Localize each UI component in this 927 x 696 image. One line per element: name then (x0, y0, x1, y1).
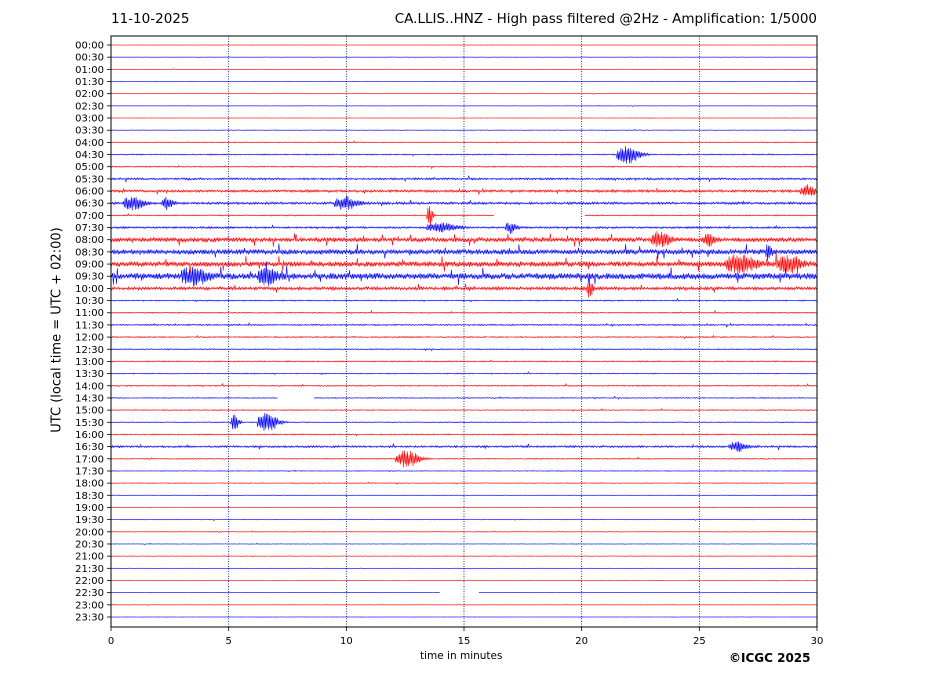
y-tick-label: 15:30 (75, 418, 104, 429)
y-tick-label: 13:30 (75, 369, 104, 380)
y-tick-label: 12:30 (75, 345, 104, 356)
y-tick-label: 00:00 (75, 41, 104, 52)
y-tick-label: 16:30 (75, 442, 104, 453)
trace-1330 (110, 371, 818, 376)
y-tick-label: 10:30 (75, 296, 104, 307)
trace-0230 (110, 105, 818, 107)
y-tick-label: 20:30 (75, 539, 104, 550)
y-tick-label: 07:30 (75, 223, 104, 234)
y-tick-label: 09:30 (75, 272, 104, 283)
trace-layer (110, 44, 818, 618)
trace-1730 (110, 469, 818, 473)
y-tick-label: 22:30 (75, 588, 104, 599)
y-tick-label: 14:00 (75, 381, 104, 392)
x-tick-label: 20 (575, 636, 588, 647)
x-tick-label: 5 (225, 636, 231, 647)
trace-2230 (110, 591, 818, 594)
y-tick-label: 06:30 (75, 199, 104, 210)
trace-0300 (110, 117, 818, 119)
y-tick-label: 04:00 (75, 138, 104, 149)
trace-0600 (110, 184, 818, 196)
x-axis-label: time in minutes (420, 650, 503, 662)
y-tick-label: 17:30 (75, 466, 104, 477)
y-tick-label: 19:00 (75, 503, 104, 514)
trace-1030 (110, 297, 818, 303)
y-tick-label: 09:00 (75, 260, 104, 271)
x-tick-label: 10 (340, 636, 353, 647)
y-tick-label: 19:30 (75, 515, 104, 526)
y-tick-label: 07:00 (75, 211, 104, 222)
y-tick-label: 22:00 (75, 576, 104, 587)
y-tick-label: 23:00 (75, 600, 104, 611)
plot-date: 11-10-2025 (111, 11, 190, 27)
copyright-label: ©ICGC 2025 (729, 651, 811, 665)
trace-1900 (110, 506, 818, 509)
y-tick-label: 01:30 (75, 77, 104, 88)
x-axis: 0 5 10 15 20 25 30 (108, 627, 824, 647)
trace-0530 (110, 175, 818, 183)
y-tick-label: 03:00 (75, 114, 104, 125)
trace-0330 (110, 128, 818, 132)
y-tick-label: 02:30 (75, 101, 104, 112)
plot-title: CA.LLIS..HNZ - High pass filtered @2Hz -… (394, 11, 817, 27)
y-tick-label: 10:00 (75, 284, 104, 295)
x-tick-label: 0 (108, 636, 114, 647)
trace-0630 (110, 195, 818, 211)
x-tick-label: 25 (693, 636, 706, 647)
y-tick-label: 13:00 (75, 357, 104, 368)
trace-1400 (110, 382, 818, 388)
y-tick-label: 23:30 (75, 612, 104, 623)
y-tick-label: 11:30 (75, 320, 104, 331)
y-tick-label: 20:00 (75, 527, 104, 538)
trace-2200 (110, 579, 818, 582)
y-tick-label: 18:00 (75, 479, 104, 490)
y-tick-label: 06:00 (75, 187, 104, 198)
y-axis-label: UTC (local time = UTC + 02:00) (49, 227, 65, 433)
y-tick-label: 15:00 (75, 406, 104, 417)
trace-2300 (110, 603, 818, 606)
y-tick-label: 08:30 (75, 247, 104, 258)
vertical-grid (228, 36, 700, 627)
trace-1100 (110, 309, 818, 315)
y-tick-label: 14:30 (75, 393, 104, 404)
y-tick-label: 11:00 (75, 308, 104, 319)
y-tick-label: 08:00 (75, 235, 104, 246)
trace-1830 (110, 494, 818, 496)
y-tick-label: 02:00 (75, 89, 104, 100)
y-tick-label: 00:30 (75, 53, 104, 64)
y-tick-label: 03:30 (75, 126, 104, 137)
y-tick-label: 17:00 (75, 454, 104, 465)
y-tick-label: 16:00 (75, 430, 104, 441)
y-tick-label: 05:30 (75, 174, 104, 185)
y-tick-label: 21:00 (75, 552, 104, 563)
trace-0700 (110, 206, 818, 226)
y-tick-label: 05:00 (75, 162, 104, 173)
y-tick-label: 12:00 (75, 333, 104, 344)
trace-1430 (110, 395, 818, 400)
x-tick-label: 15 (458, 636, 471, 647)
x-tick-label: 30 (811, 636, 824, 647)
y-tick-label: 01:00 (75, 65, 104, 76)
y-tick-label: 21:30 (75, 564, 104, 575)
y-tick-label: 04:30 (75, 150, 104, 161)
trace-1800 (110, 481, 818, 485)
trace-1500 (110, 408, 818, 412)
trace-1000 (110, 278, 818, 298)
y-tick-label: 18:30 (75, 491, 104, 502)
